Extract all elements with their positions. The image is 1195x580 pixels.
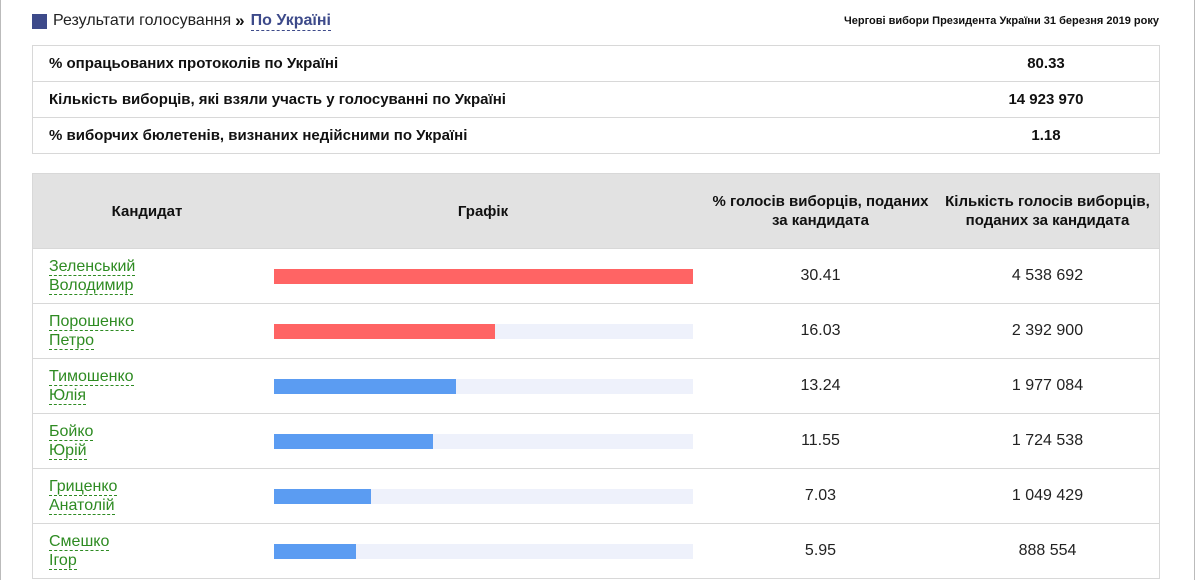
header-count: Кількість голосів виборців, поданих за к… — [945, 193, 1150, 229]
summary-value: 14 923 970 — [1008, 91, 1084, 108]
result-row: Тимошенко Юлія 13.24 1 977 084 — [33, 358, 1159, 413]
header-candidate: Кандидат — [111, 202, 183, 220]
candidate-name: Ігор — [49, 552, 77, 570]
bar-fill — [274, 379, 457, 394]
graph-cell — [261, 469, 705, 523]
candidate-link[interactable]: Порошенко Петро — [49, 312, 134, 350]
graph-cell — [261, 249, 705, 303]
summary-row: Кількість виборців, які взяли участь у г… — [33, 82, 1159, 118]
square-icon — [32, 13, 47, 29]
candidate-surname: Порошенко — [49, 313, 134, 331]
graph-cell — [261, 414, 705, 468]
bar-track — [274, 544, 693, 559]
breadcrumb-current-link[interactable]: По Україні — [250, 11, 331, 31]
result-row: Порошенко Петро 16.03 2 392 900 — [33, 303, 1159, 358]
result-row: Зеленський Володимир 30.41 4 538 692 — [33, 248, 1159, 303]
bar-track — [274, 379, 693, 394]
candidate-cell: Смешко Ігор — [33, 532, 261, 570]
candidate-name: Анатолій — [49, 497, 115, 515]
candidate-link[interactable]: Тимошенко Юлія — [49, 367, 134, 405]
summary-row: % опрацьованих протоколів по Україні 80.… — [33, 46, 1159, 82]
summary-label: Кількість виборців, які взяли участь у г… — [49, 91, 506, 108]
bar-track — [274, 269, 693, 284]
results-table: Кандидат Графік % голосів виборців, пода… — [32, 173, 1160, 579]
result-row: Смешко Ігор 5.95 888 554 — [33, 523, 1159, 578]
breadcrumb-home-link[interactable]: Результати голосування — [53, 12, 232, 29]
count-value: 1 049 429 — [1011, 487, 1084, 504]
percent-value: 13.24 — [800, 377, 841, 394]
count-value: 888 554 — [1018, 542, 1077, 559]
candidate-surname: Смешко — [49, 533, 110, 551]
candidate-name: Юлія — [49, 387, 86, 405]
candidate-link[interactable]: Гриценко Анатолій — [49, 477, 118, 515]
result-row: Бойко Юрій 11.55 1 724 538 — [33, 413, 1159, 468]
candidate-surname: Тимошенко — [49, 368, 134, 386]
bar-track — [274, 434, 693, 449]
header-percent: % голосів виборців, поданих за кандидата — [712, 193, 929, 229]
candidate-cell: Бойко Юрій — [33, 422, 261, 460]
result-row: Гриценко Анатолій 7.03 1 049 429 — [33, 468, 1159, 523]
percent-value: 11.55 — [801, 432, 840, 449]
results-header: Кандидат Графік % голосів виборців, пода… — [33, 174, 1159, 248]
breadcrumb: Результати голосування » По Україні — [32, 11, 331, 31]
candidate-name: Петро — [49, 332, 94, 350]
candidate-name: Юрій — [49, 442, 87, 460]
summary-value: 80.33 — [1027, 55, 1065, 72]
count-value: 1 724 538 — [1011, 432, 1084, 449]
candidate-surname: Бойко — [49, 423, 94, 441]
bar-fill — [274, 324, 495, 339]
candidate-surname: Зеленський — [49, 258, 136, 276]
graph-cell — [261, 359, 705, 413]
summary-label: % виборчих бюлетенів, визнаних недійсним… — [49, 127, 468, 144]
bar-track — [274, 489, 693, 504]
candidate-link[interactable]: Зеленський Володимир — [49, 257, 136, 295]
bar-fill — [274, 544, 356, 559]
percent-value: 30.41 — [800, 267, 841, 284]
page-left-border — [0, 0, 1, 580]
candidate-cell: Тимошенко Юлія — [33, 367, 261, 405]
count-value: 1 977 084 — [1011, 377, 1084, 394]
summary-label: % опрацьованих протоколів по Україні — [49, 55, 339, 72]
summary-row: % виборчих бюлетенів, визнаних недійсним… — [33, 118, 1159, 153]
graph-cell — [261, 304, 705, 358]
election-title: Чергові вибори Президента України 31 бер… — [844, 15, 1159, 27]
percent-value: 7.03 — [804, 487, 837, 504]
candidate-cell: Зеленський Володимир — [33, 257, 261, 295]
percent-value: 16.03 — [800, 322, 841, 339]
candidate-name: Володимир — [49, 277, 134, 295]
candidate-surname: Гриценко — [49, 478, 118, 496]
candidate-link[interactable]: Бойко Юрій — [49, 422, 94, 460]
double-chevron-right-icon: » — [235, 11, 245, 30]
graph-cell — [261, 524, 705, 578]
candidate-cell: Гриценко Анатолій — [33, 477, 261, 515]
summary-table: % опрацьованих протоколів по Україні 80.… — [32, 45, 1160, 154]
header-graph: Графік — [457, 202, 509, 220]
percent-value: 5.95 — [804, 542, 837, 559]
candidate-link[interactable]: Смешко Ігор — [49, 532, 110, 570]
count-value: 4 538 692 — [1011, 267, 1084, 284]
bar-fill — [274, 434, 434, 449]
summary-value: 1.18 — [1031, 127, 1061, 144]
count-value: 2 392 900 — [1011, 322, 1084, 339]
bar-fill — [274, 269, 693, 284]
bar-track — [274, 324, 693, 339]
candidate-cell: Порошенко Петро — [33, 312, 261, 350]
bar-fill — [274, 489, 371, 504]
